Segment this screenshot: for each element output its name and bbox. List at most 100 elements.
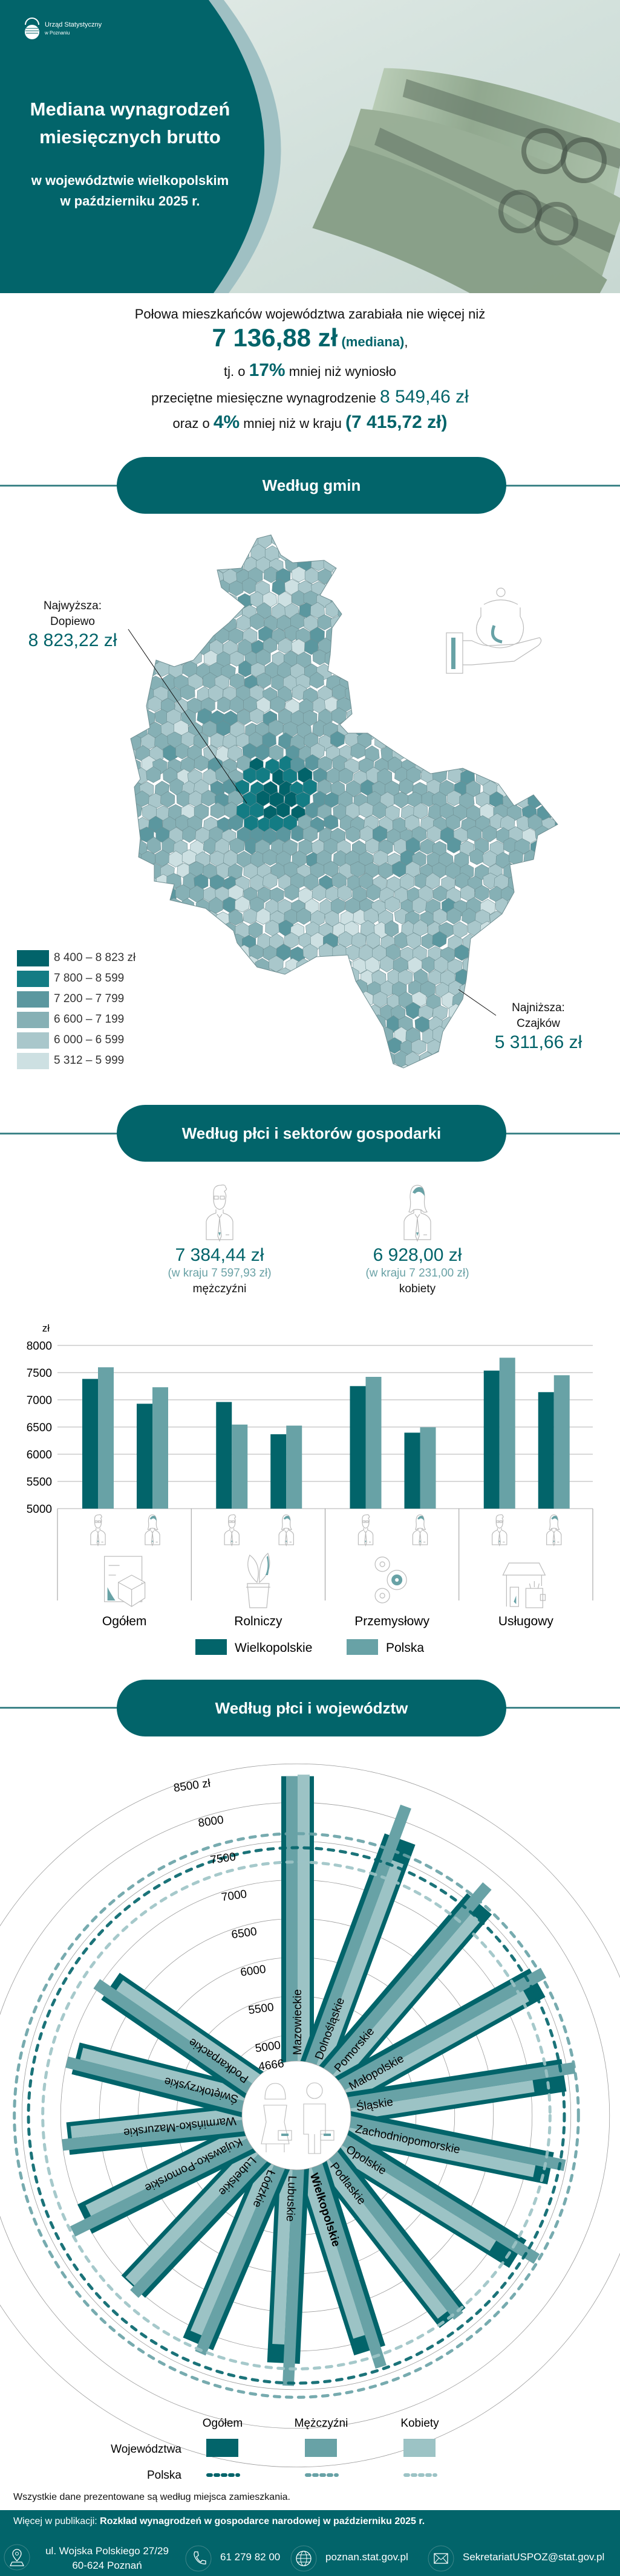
gmina-cell	[535, 710, 550, 727]
gmina-cell	[527, 649, 543, 666]
gmina-cell	[529, 580, 544, 597]
gmina-cell	[441, 1017, 457, 1034]
lowest-name: Czajków	[517, 1017, 560, 1030]
gmina-cell	[135, 672, 151, 690]
gmina-cell	[330, 1040, 345, 1057]
gmina-cell	[176, 957, 191, 973]
address-line1: ul. Wojska Polskiego 27/29	[45, 2545, 169, 2557]
gmina-cell	[297, 1076, 312, 1092]
gmina-cell	[475, 745, 491, 763]
gmina-cell	[356, 612, 372, 630]
gmina-cell	[515, 1123, 530, 1124]
gmina-cell	[183, 944, 198, 962]
legend-item: 6 600 – 7 199	[17, 1009, 135, 1030]
gmina-cell	[618, 1017, 620, 1033]
gmina-cell	[556, 841, 558, 858]
gmina-cell	[168, 592, 183, 609]
website-link[interactable]: poznan.stat.gov.pl	[325, 2551, 408, 2563]
gmina-cell	[514, 603, 529, 620]
gmina-cell	[612, 649, 620, 665]
gmina-cell	[371, 567, 387, 585]
legend-item: 7 800 – 8 599	[17, 968, 135, 989]
phone-number[interactable]: 61 279 82 00	[220, 2551, 281, 2563]
bar-mężczyźni	[330, 2062, 576, 2111]
gmina-cell	[350, 602, 365, 619]
gmina-cell	[385, 614, 400, 632]
gmina-cell	[555, 1051, 558, 1067]
gmina-cell	[598, 981, 612, 997]
bar-kobiety	[125, 2132, 271, 2286]
email-link[interactable]: SekretariatUSPOZ@stat.gov.pl	[463, 2551, 605, 2563]
men-national: (w kraju 7 597,93 zł)	[168, 1267, 272, 1280]
gmina-cell	[569, 887, 583, 904]
gmina-cell	[366, 697, 382, 714]
gmina-cell	[563, 522, 577, 537]
gmina-cell	[408, 698, 423, 715]
gmina-cell	[420, 650, 436, 668]
gmina-cell	[584, 722, 598, 739]
gmina-cell	[155, 637, 169, 654]
gmina-cell	[508, 661, 524, 679]
gmina-cell	[503, 907, 518, 925]
gmina-cell	[249, 708, 264, 724]
gmina-cell	[373, 685, 389, 702]
gmina-cell	[188, 1027, 203, 1045]
gmina-cell	[556, 863, 558, 880]
gmina-cell	[344, 543, 359, 561]
gmina-cell	[156, 993, 172, 1010]
intro-l5-mid: mniej niż w kraju	[243, 416, 342, 431]
gmina-cell	[419, 1073, 434, 1090]
gmina-cell	[537, 662, 552, 680]
gmina-cell	[502, 580, 517, 598]
gmina-cell	[148, 1073, 163, 1090]
gmina-cell	[592, 944, 605, 960]
gmina-cell	[319, 1015, 334, 1032]
gmina-cell	[392, 721, 406, 739]
gmina-cell	[592, 546, 607, 562]
bar-polska-women	[152, 1387, 168, 1509]
gmina-cell	[469, 757, 484, 774]
legend-swatch	[17, 1032, 49, 1049]
gmina-cell	[612, 791, 620, 807]
gmina-cell	[302, 535, 318, 536]
gmina-cell	[304, 873, 319, 891]
gmina-cell	[605, 1109, 619, 1125]
bar-mężczyźni	[299, 1804, 411, 2082]
gmina-cell	[596, 769, 610, 785]
gmina-cell	[572, 531, 586, 547]
gmina-cell	[520, 897, 536, 914]
gmina-cell	[426, 545, 442, 563]
gmina-cell	[603, 921, 618, 936]
gmina-cell	[189, 934, 205, 951]
publication-link[interactable]: Rozkład wynagrodzeń w gospodarce narodow…	[100, 2516, 425, 2526]
gmina-cell	[290, 1085, 304, 1102]
gmina-cell	[203, 580, 218, 598]
legend-swatch	[17, 1052, 49, 1069]
gmina-cell	[302, 969, 318, 986]
gmina-cell	[446, 580, 462, 596]
gmina-cell	[610, 1075, 620, 1091]
gmina-cell	[592, 897, 605, 913]
gmina-cell	[131, 661, 143, 679]
gmina-cell	[618, 733, 620, 750]
gmina-cell	[563, 686, 577, 702]
gmina-cell	[175, 909, 191, 927]
gmina-cell	[441, 733, 457, 749]
gmina-cell	[344, 1014, 359, 1031]
bar-polska-women	[420, 1427, 436, 1509]
gmina-cell	[523, 615, 538, 633]
gmina-cell	[598, 557, 612, 573]
gmina-cell	[202, 1002, 217, 1018]
gmina-cell	[535, 1061, 551, 1068]
gmina-cell	[146, 886, 162, 904]
gmina-cell	[324, 1003, 338, 1020]
gmina-cell	[310, 1053, 325, 1068]
women-national: (w kraju 7 231,00 zł)	[365, 1267, 469, 1280]
r-tick-label: 5500	[247, 2001, 275, 2018]
gmina-cell	[365, 555, 380, 571]
gmina-cell	[596, 935, 610, 951]
gmina-cell	[177, 535, 192, 547]
gmina-cell	[392, 1076, 406, 1093]
gmina-cell	[380, 720, 396, 737]
gmina-cell	[155, 849, 170, 867]
